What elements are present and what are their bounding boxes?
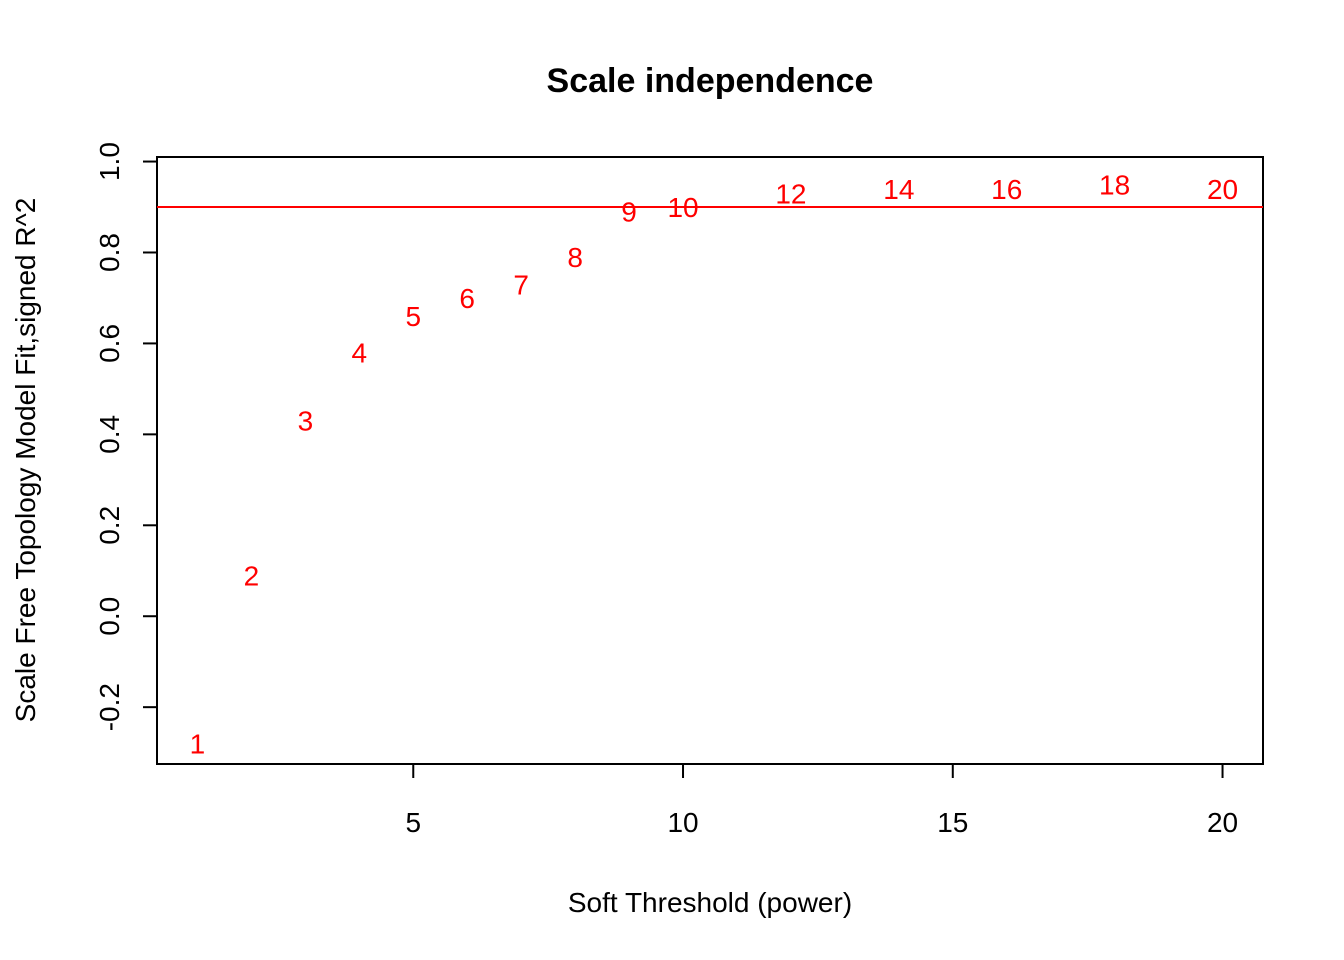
x-tick-label: 20	[1207, 807, 1238, 838]
y-tick-label: 0.6	[94, 324, 125, 363]
y-tick-label: 0.8	[94, 233, 125, 272]
x-axis-label: Soft Threshold (power)	[568, 887, 852, 918]
data-point-label: 12	[775, 178, 806, 209]
data-point-label: 4	[352, 338, 368, 369]
y-tick-label: 0.4	[94, 415, 125, 454]
plot-frame	[156, 156, 1264, 765]
chart-title: Scale independence	[547, 62, 874, 100]
y-tick-label: 0.2	[94, 506, 125, 545]
y-axis: -0.2 0.0 0.2 0.4 0.6 0.8 1.0	[94, 142, 158, 731]
data-point-label: 1	[190, 729, 206, 760]
x-tick-label: 10	[667, 807, 698, 838]
x-tick-label: 5	[405, 807, 421, 838]
x-axis: 5 10 15 20	[405, 763, 1238, 838]
data-point-label: 2	[244, 560, 260, 591]
data-point-label: 20	[1207, 174, 1238, 205]
data-point-label: 3	[298, 406, 314, 437]
data-point-label: 14	[883, 174, 914, 205]
data-point-label: 9	[621, 197, 637, 228]
y-tick-label: 0.0	[94, 597, 125, 636]
data-point-label: 8	[567, 242, 583, 273]
data-point-label: 18	[1099, 169, 1130, 200]
data-point-label: 10	[667, 192, 698, 223]
data-point-label: 16	[991, 174, 1022, 205]
y-axis-label: Scale Free Topology Model Fit,signed R^2	[10, 198, 41, 723]
y-tick-label: 1.0	[94, 142, 125, 181]
data-point-label: 5	[405, 301, 421, 332]
y-tick-label: -0.2	[94, 683, 125, 731]
data-point-label: 6	[459, 283, 475, 314]
x-tick-label: 15	[937, 807, 968, 838]
data-point-label: 7	[513, 269, 529, 300]
